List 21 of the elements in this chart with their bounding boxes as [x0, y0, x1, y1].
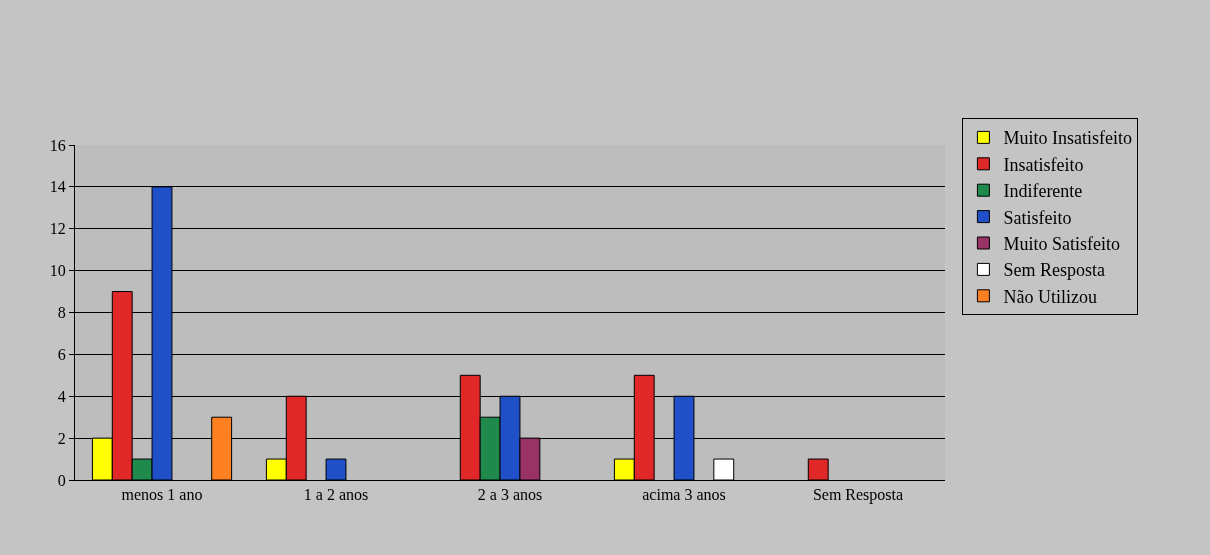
x-tick-label: Sem Resposta: [812, 486, 904, 505]
legend-label: Muito Satisfeito: [1003, 234, 1120, 255]
x-tick-label: 2 a 3 anos: [477, 486, 543, 504]
y-tick-label: 0: [57, 471, 66, 489]
legend-label: Muito Insatisfeito: [1003, 128, 1132, 149]
legend-label: Insatisfeito: [1003, 154, 1084, 175]
legend-label: Não Utilizou: [1003, 286, 1097, 307]
y-tick-label: 16: [49, 136, 66, 154]
y-tick-label: 2: [57, 429, 66, 447]
x-tick-label: 1 a 2 anos: [303, 486, 369, 504]
y-tick-label: 12: [49, 220, 66, 238]
y-tick-label: 6: [57, 345, 66, 363]
x-tick-label: acima 3 anos: [642, 486, 726, 504]
y-tick-label: 4: [57, 387, 66, 405]
legend-label: Satisfeito: [1003, 207, 1072, 228]
legend-label: Indiferente: [1003, 181, 1083, 202]
y-tick-label: 8: [57, 304, 66, 322]
y-tick-label: 14: [49, 178, 66, 196]
x-tick-label: menos 1 ano: [121, 486, 203, 504]
y-tick-label: 10: [49, 262, 66, 280]
legend-label: Sem Resposta: [1003, 260, 1105, 281]
